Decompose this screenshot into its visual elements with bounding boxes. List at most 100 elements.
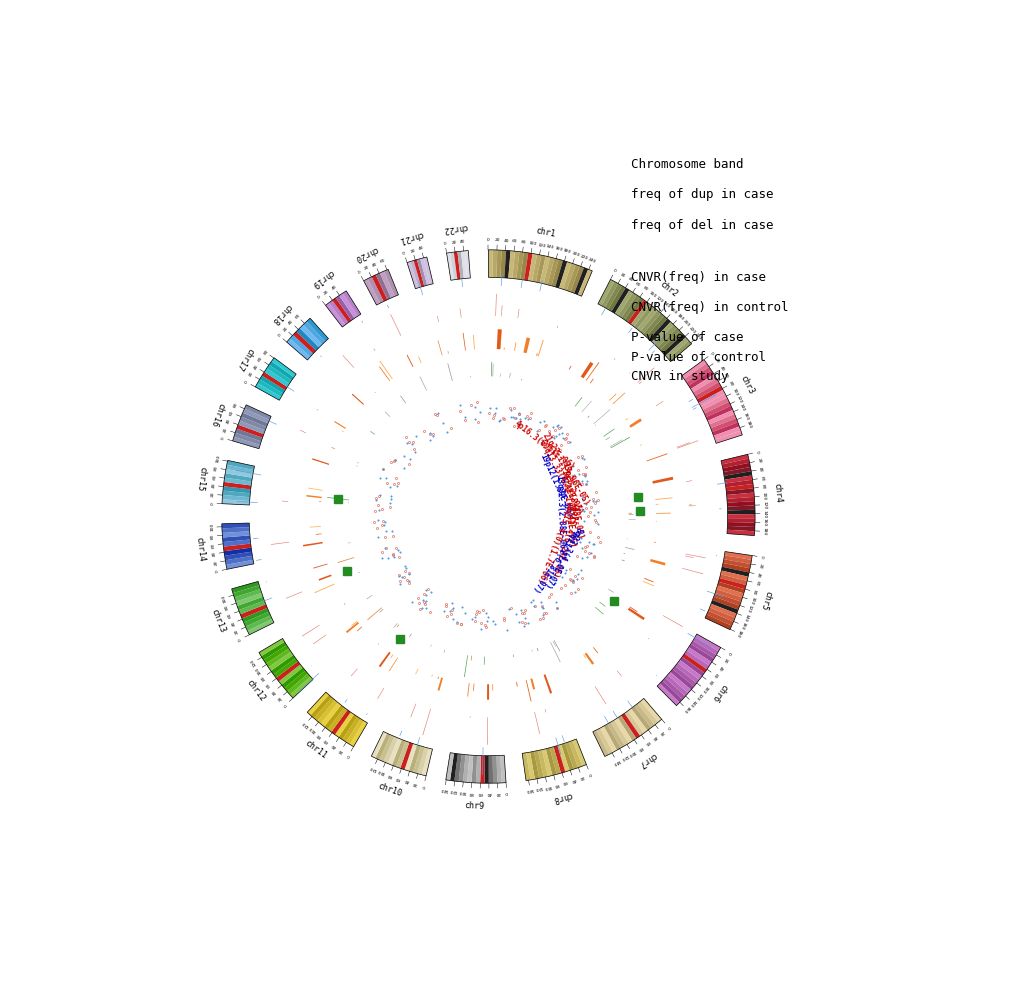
Text: 220: 220	[579, 254, 588, 260]
Wedge shape	[313, 634, 326, 644]
Wedge shape	[627, 709, 647, 734]
Wedge shape	[507, 250, 515, 279]
Wedge shape	[303, 542, 322, 547]
Wedge shape	[423, 257, 433, 285]
Wedge shape	[488, 756, 492, 784]
Text: 20: 20	[364, 265, 370, 271]
Text: CNVR in study: CNVR in study	[631, 370, 729, 383]
Wedge shape	[284, 671, 308, 691]
Wedge shape	[603, 716, 608, 724]
Text: 160: 160	[682, 705, 690, 713]
Wedge shape	[447, 363, 452, 381]
Wedge shape	[594, 424, 595, 426]
Text: 40: 40	[716, 664, 722, 671]
Wedge shape	[463, 333, 466, 351]
Wedge shape	[629, 372, 630, 373]
Wedge shape	[516, 682, 518, 686]
Wedge shape	[562, 263, 575, 291]
Wedge shape	[222, 499, 250, 505]
Wedge shape	[236, 597, 264, 610]
Wedge shape	[631, 302, 650, 327]
Text: 40: 40	[226, 418, 231, 424]
Text: 180: 180	[675, 313, 684, 321]
Wedge shape	[552, 641, 555, 647]
Wedge shape	[395, 741, 409, 768]
Wedge shape	[231, 581, 259, 593]
Text: 40: 40	[230, 620, 236, 627]
Text: 40: 40	[570, 777, 576, 783]
Wedge shape	[647, 638, 649, 639]
Text: 13q32.3(2.88E-06): 13q32.3(2.88E-06)	[553, 474, 566, 554]
Wedge shape	[625, 547, 634, 550]
Wedge shape	[539, 280, 542, 292]
Text: 20: 20	[713, 357, 719, 364]
Text: 10q15.4(0)(1.7E-06): 10q15.4(0)(1.7E-06)	[535, 500, 575, 585]
Text: 100: 100	[699, 684, 708, 693]
Text: 60: 60	[227, 612, 232, 618]
Wedge shape	[696, 386, 722, 403]
Text: 20: 20	[412, 781, 418, 786]
Wedge shape	[596, 728, 612, 754]
Wedge shape	[680, 657, 704, 677]
Wedge shape	[553, 640, 559, 651]
Text: 120: 120	[534, 786, 543, 791]
Wedge shape	[378, 643, 379, 644]
Wedge shape	[537, 749, 547, 778]
Text: 100: 100	[458, 790, 466, 794]
Wedge shape	[351, 669, 358, 677]
Text: 120: 120	[620, 753, 629, 761]
Text: 0: 0	[215, 570, 219, 573]
Text: 8q23.3(4.0E-07): 8q23.3(4.0E-07)	[542, 525, 583, 590]
Wedge shape	[727, 514, 754, 518]
Wedge shape	[634, 703, 654, 728]
Wedge shape	[310, 695, 331, 718]
Text: 20: 20	[223, 426, 228, 433]
Wedge shape	[390, 654, 393, 658]
Text: 120: 120	[301, 720, 310, 728]
Text: 20: 20	[323, 289, 330, 296]
Wedge shape	[244, 612, 270, 627]
Wedge shape	[613, 718, 632, 743]
Text: 140: 140	[739, 404, 745, 412]
Wedge shape	[407, 261, 418, 289]
Wedge shape	[694, 382, 720, 400]
Wedge shape	[723, 552, 751, 560]
Wedge shape	[256, 559, 261, 561]
Wedge shape	[342, 717, 361, 742]
Text: 0: 0	[283, 702, 288, 707]
Text: 20: 20	[409, 248, 416, 253]
Wedge shape	[500, 755, 505, 783]
Wedge shape	[613, 358, 614, 360]
Wedge shape	[589, 378, 593, 383]
Text: 0: 0	[210, 502, 214, 505]
Text: 80: 80	[636, 744, 642, 751]
Wedge shape	[601, 282, 618, 307]
Wedge shape	[690, 640, 715, 659]
Wedge shape	[535, 255, 545, 283]
Text: chr18: chr18	[269, 301, 293, 325]
Wedge shape	[445, 752, 453, 781]
Wedge shape	[517, 309, 519, 318]
Text: 80: 80	[316, 732, 322, 738]
Wedge shape	[681, 359, 706, 379]
Wedge shape	[640, 698, 661, 722]
Wedge shape	[492, 755, 497, 784]
Wedge shape	[339, 293, 358, 318]
Text: 120: 120	[694, 691, 702, 700]
Text: CNVR(freq) in case: CNVR(freq) in case	[631, 271, 765, 284]
Wedge shape	[692, 378, 718, 396]
Text: 100: 100	[542, 784, 551, 790]
Wedge shape	[379, 360, 392, 379]
Wedge shape	[239, 416, 266, 430]
Wedge shape	[268, 420, 276, 424]
Text: chr3: chr3	[738, 374, 755, 396]
Text: 11q15.4(6.24E-06): 11q15.4(6.24E-06)	[548, 501, 580, 578]
Wedge shape	[508, 373, 511, 378]
Wedge shape	[664, 337, 688, 358]
Text: chr11: chr11	[303, 738, 328, 761]
Wedge shape	[418, 281, 423, 296]
Text: chr17: chr17	[233, 347, 255, 372]
Wedge shape	[407, 355, 413, 367]
Wedge shape	[711, 422, 739, 436]
Wedge shape	[532, 254, 541, 282]
